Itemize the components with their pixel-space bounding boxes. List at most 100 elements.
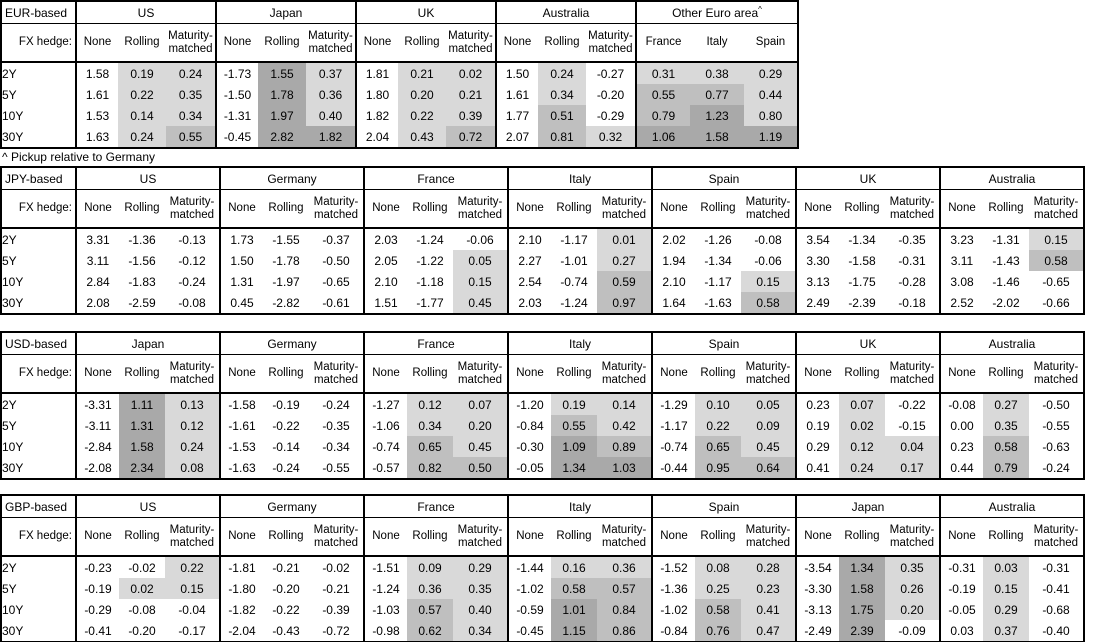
table-row: 5Y 1.61 0.22 0.35 -1.50 1.78 0.36 1.80 0.20 0.21 1… — [1, 84, 798, 105]
value-cell: 2.04 — [355, 126, 398, 148]
value-cell: 0.45 — [741, 436, 796, 457]
group-header: Australia — [939, 495, 1084, 518]
value-cell: 0.34 — [538, 84, 586, 105]
column-header: Maturity-matched — [166, 23, 216, 63]
value-cell: -1.26 — [695, 228, 741, 250]
value-cell: -1.78 — [263, 250, 309, 271]
value-cell: 0.86 — [597, 620, 652, 642]
value-cell: 0.51 — [538, 105, 586, 126]
column-header: None — [651, 517, 695, 557]
value-cell: 0.29 — [453, 556, 508, 578]
value-cell: -0.50 — [309, 250, 364, 271]
value-cell: 0.34 — [407, 415, 453, 436]
column-header: Maturity-matched — [741, 517, 796, 557]
base-currency-label: EUR-based — [1, 1, 76, 24]
value-cell: 3.31 — [75, 228, 119, 250]
value-cell: -1.17 — [551, 228, 597, 250]
column-header: Maturity-matched — [453, 517, 508, 557]
value-cell: 2.54 — [507, 271, 551, 292]
value-cell: 0.19 — [118, 62, 166, 84]
value-cell: 1.61 — [75, 84, 118, 105]
group-header: Spain — [651, 495, 796, 518]
column-header: Rolling — [538, 23, 586, 63]
value-cell: -0.22 — [263, 415, 309, 436]
group-header: France — [363, 167, 508, 190]
value-cell: 0.02 — [119, 578, 165, 599]
column-header: Rolling — [263, 517, 309, 557]
value-cell: 3.54 — [795, 228, 839, 250]
value-cell: -1.58 — [839, 250, 885, 271]
fx-hedge-label: FX hedge: — [1, 23, 76, 63]
column-header: Rolling — [407, 354, 453, 394]
value-cell: 0.20 — [398, 84, 446, 105]
value-cell: -0.23 — [75, 556, 119, 578]
value-cell: 0.35 — [453, 578, 508, 599]
table-row: 10Y -0.29 -0.08 -0.04 -1.82 -0.22 -0.39 -1.03 0.… — [1, 599, 1084, 620]
column-header: Maturity-matched — [446, 23, 496, 63]
value-cell: -1.56 — [119, 250, 165, 271]
table-row: 5Y 3.11 -1.56 -0.12 1.50 -1.78 -0.50 2.05 -1.22 0… — [1, 250, 1084, 271]
fx-hedge-label: FX hedge: — [1, 354, 76, 394]
value-cell: -1.73 — [215, 62, 258, 84]
tenor-label: 10Y — [2, 108, 24, 123]
tenor-label: 5Y — [2, 87, 17, 102]
value-cell: 0.05 — [741, 393, 796, 415]
group-header-label: UK — [859, 336, 877, 351]
group-header: US — [75, 167, 220, 190]
table-row: 30Y -2.08 2.34 0.08 -1.63 -0.24 -0.55 -0.57 0.82… — [1, 457, 1084, 479]
value-cell: 0.22 — [695, 415, 741, 436]
value-cell: 0.17 — [885, 457, 940, 479]
value-cell: -0.24 — [1029, 457, 1084, 479]
value-cell: -1.63 — [219, 457, 263, 479]
column-header: Rolling — [551, 354, 597, 394]
value-cell: -0.20 — [263, 578, 309, 599]
value-cell: -0.84 — [507, 415, 551, 436]
value-cell: 1.80 — [355, 84, 398, 105]
value-cell: 0.26 — [885, 578, 940, 599]
value-cell: -0.63 — [1029, 436, 1084, 457]
value-cell: 0.21 — [398, 62, 446, 84]
value-cell: 0.82 — [407, 457, 453, 479]
value-cell: 1.55 — [258, 62, 306, 84]
value-cell: -3.30 — [795, 578, 839, 599]
value-cell: -0.40 — [1029, 620, 1084, 642]
tenor-label: 10Y — [2, 439, 24, 454]
value-cell: -1.58 — [219, 393, 263, 415]
column-header: Maturity-matched — [885, 517, 940, 557]
value-cell: 0.14 — [597, 393, 652, 415]
value-cell: -2.39 — [839, 292, 885, 314]
value-cell: -1.43 — [983, 250, 1029, 271]
column-header: Rolling — [839, 354, 885, 394]
value-cell: 1.19 — [744, 126, 798, 148]
value-cell: -1.18 — [407, 271, 453, 292]
table-row: 10Y 2.84 -1.83 -0.24 1.31 -1.97 -0.65 2.10 -1.18… — [1, 271, 1084, 292]
column-header: None — [939, 517, 983, 557]
value-cell: -0.02 — [119, 556, 165, 578]
value-cell: 0.45 — [453, 292, 508, 314]
value-cell: -1.24 — [363, 578, 407, 599]
group-header: Germany — [219, 332, 364, 355]
column-header: Rolling — [398, 23, 446, 63]
column-header: Maturity-matched — [597, 354, 652, 394]
value-cell: 1.01 — [551, 599, 597, 620]
value-cell: -0.74 — [363, 436, 407, 457]
table-row: 30Y 2.08 -2.59 -0.08 0.45 -2.82 -0.61 1.51 -1.77… — [1, 292, 1084, 314]
base-currency-label: GBP-based — [1, 495, 76, 518]
column-header: Rolling — [258, 23, 306, 63]
value-cell: -0.02 — [309, 556, 364, 578]
column-header: Rolling — [839, 517, 885, 557]
group-header: Australia — [939, 167, 1084, 190]
value-cell: -3.31 — [75, 393, 119, 415]
column-header: Maturity-matched — [306, 23, 356, 63]
column-header: None — [495, 23, 538, 63]
value-cell: -1.34 — [839, 228, 885, 250]
group-header: Germany — [219, 167, 364, 190]
group-header-label: Japan — [269, 5, 303, 20]
column-header: Rolling — [551, 189, 597, 229]
value-cell: -0.34 — [309, 436, 364, 457]
value-cell: 0.79 — [635, 105, 690, 126]
table-row: 2Y 1.58 0.19 0.24 -1.73 1.55 0.37 1.81 0.21 0.02 1… — [1, 62, 798, 84]
value-cell: 1.82 — [355, 105, 398, 126]
value-cell: 2.03 — [363, 228, 407, 250]
value-cell: -0.04 — [165, 599, 220, 620]
